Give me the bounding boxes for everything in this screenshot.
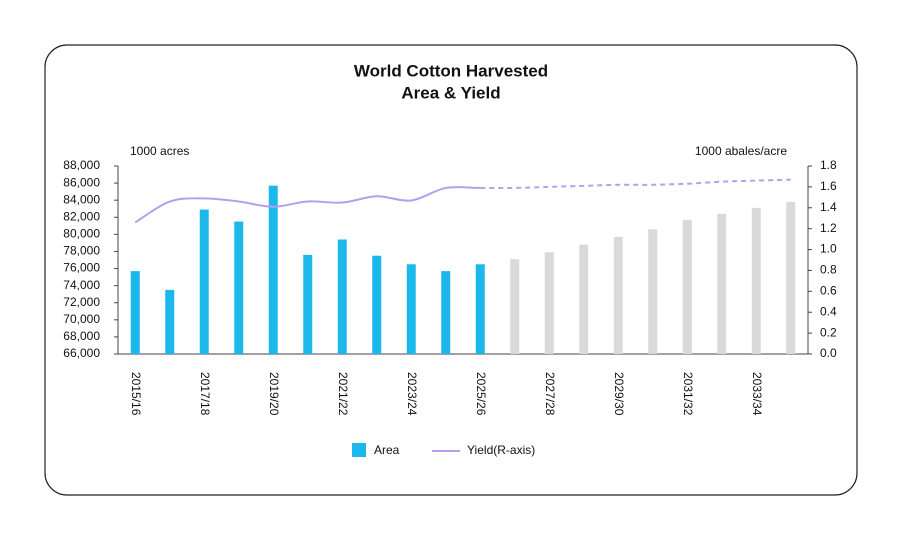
- bar: [682, 219, 692, 354]
- x-tick-label: 2017/18: [198, 372, 212, 416]
- y-tick-label: 68,000: [63, 329, 100, 343]
- y-tick-label: 66,000: [63, 346, 100, 360]
- yield-line: [134, 186, 481, 224]
- bar: [510, 259, 520, 354]
- y-tick-label: 78,000: [63, 244, 100, 258]
- x-tick-label: 2015/16: [129, 372, 143, 416]
- x-tick-label: 2029/30: [612, 372, 626, 416]
- x-tick-label: 2025/26: [474, 372, 488, 416]
- bar: [441, 271, 451, 354]
- y2-tick-label: 0.4: [820, 304, 837, 318]
- bar: [751, 207, 761, 354]
- y-tick-label: 76,000: [63, 261, 100, 275]
- bar: [786, 201, 796, 354]
- card: [44, 44, 858, 496]
- legend-label: Yield(R-axis): [467, 443, 535, 457]
- y-axis-label: 1000 acres: [130, 144, 189, 158]
- y-tick-label: 72,000: [63, 295, 100, 309]
- bar: [717, 213, 727, 354]
- y2-tick-label: 1.2: [820, 221, 837, 235]
- x-tick-label: 2027/28: [543, 372, 557, 416]
- y-tick-label: 70,000: [63, 312, 100, 326]
- bar: [372, 255, 382, 354]
- x-tick-label: 2021/22: [336, 372, 350, 416]
- y2-axis-label: 1000 abales/acre: [695, 144, 787, 158]
- y2-tick-label: 0.2: [820, 325, 837, 339]
- x-tick-label: 2031/32: [681, 372, 695, 416]
- yield-line: [480, 178, 791, 190]
- y2-tick-label: 1.6: [820, 179, 837, 193]
- bar: [579, 244, 589, 354]
- bar: [648, 229, 658, 354]
- bar: [613, 236, 623, 354]
- chart-title: Area & Yield: [401, 83, 500, 102]
- y2-tick-label: 1.4: [820, 200, 837, 214]
- legend-swatch: [352, 443, 366, 457]
- y2-tick-label: 0.6: [820, 284, 837, 298]
- bar: [268, 185, 278, 354]
- y-tick-label: 84,000: [63, 192, 100, 206]
- y-tick-label: 86,000: [63, 175, 100, 189]
- bar: [544, 252, 554, 354]
- bar: [199, 209, 209, 354]
- x-tick-label: 2023/24: [405, 372, 419, 416]
- y-tick-label: 82,000: [63, 209, 100, 223]
- bar: [475, 264, 485, 354]
- bar: [303, 254, 313, 354]
- x-tick-label: 2019/20: [267, 372, 281, 416]
- bar: [165, 289, 175, 354]
- x-tick-label: 2033/34: [750, 372, 764, 416]
- bar: [234, 221, 244, 354]
- y-tick-label: 88,000: [63, 158, 100, 172]
- y-tick-label: 74,000: [63, 278, 100, 292]
- bar: [337, 239, 347, 354]
- y2-tick-label: 0.0: [820, 346, 837, 360]
- y2-tick-label: 1.0: [820, 242, 837, 256]
- bar: [130, 271, 140, 354]
- y2-tick-label: 1.8: [820, 158, 837, 172]
- y2-tick-label: 0.8: [820, 263, 837, 277]
- chart-title: World Cotton Harvested: [354, 61, 548, 80]
- y-tick-label: 80,000: [63, 227, 100, 241]
- legend-label: Area: [374, 443, 400, 457]
- bar: [406, 264, 416, 354]
